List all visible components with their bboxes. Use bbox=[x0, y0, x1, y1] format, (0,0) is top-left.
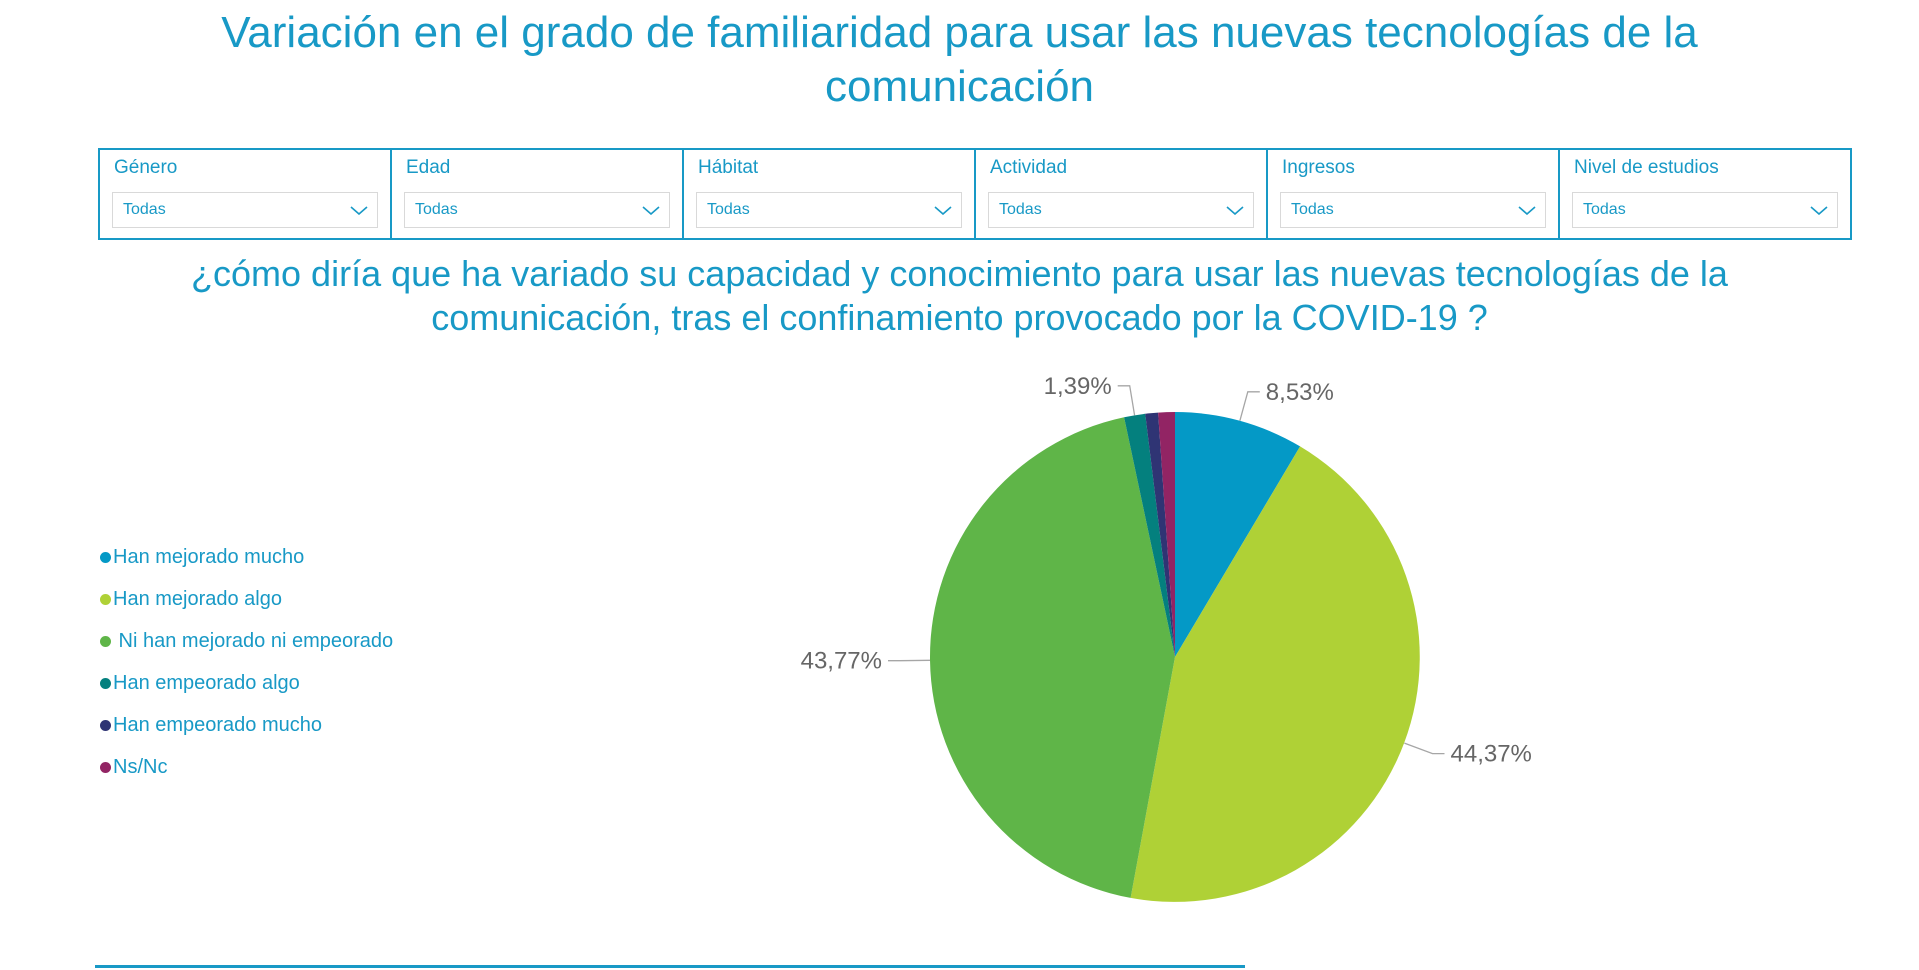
legend-item[interactable]: Han mejorado mucho bbox=[100, 536, 393, 578]
filter-label: Actividad bbox=[990, 157, 1068, 178]
legend-item[interactable]: Han empeorado algo bbox=[100, 662, 393, 704]
legend-item[interactable]: Ni han mejorado ni empeorado bbox=[100, 620, 393, 662]
filter-box: Ingresos Todas bbox=[1266, 150, 1558, 238]
pie-slice[interactable] bbox=[929, 417, 1175, 898]
filter-label: Ingresos bbox=[1282, 157, 1355, 178]
chevron-down-icon bbox=[642, 206, 660, 215]
legend-item[interactable]: Han empeorado mucho bbox=[100, 704, 393, 746]
legend-dot-icon bbox=[100, 719, 111, 731]
chevron-down-icon bbox=[1810, 206, 1828, 215]
filter-label: Hábitat bbox=[698, 157, 759, 178]
pie-leader-line bbox=[1117, 385, 1136, 416]
dropdown-value: Todas bbox=[415, 201, 458, 218]
filter-box: Actividad Todas bbox=[974, 150, 1266, 238]
legend-item-label: Ns/Nc bbox=[113, 755, 168, 778]
filter-dropdown[interactable]: Todas bbox=[1280, 192, 1546, 228]
legend-item-label: Han empeorado algo bbox=[113, 671, 300, 694]
filter-box: Edad Todas bbox=[390, 150, 682, 238]
dropdown-value: Todas bbox=[1291, 201, 1334, 218]
chevron-down-icon bbox=[1518, 206, 1536, 215]
legend-dot-icon bbox=[100, 593, 111, 605]
pie-slice[interactable] bbox=[1175, 412, 1301, 657]
pie-data-label: 43,77% bbox=[801, 648, 882, 675]
chevron-down-icon bbox=[1226, 206, 1244, 215]
filter-box: Hábitat Todas bbox=[682, 150, 974, 238]
legend-dot-icon bbox=[100, 635, 111, 647]
dropdown-value: Todas bbox=[999, 201, 1042, 218]
pie-slice[interactable] bbox=[1145, 412, 1175, 657]
page-title: Variación en el grado de familiaridad pa… bbox=[221, 8, 1698, 111]
legend-dot-icon bbox=[100, 677, 111, 689]
legend-item-label: Han empeorado mucho bbox=[113, 713, 323, 736]
pie-leader-line bbox=[1404, 742, 1445, 755]
filter-dropdown[interactable]: Todas bbox=[988, 192, 1254, 228]
legend-item[interactable]: Han mejorado algo bbox=[100, 578, 393, 620]
legend-dot-icon bbox=[100, 551, 111, 563]
legend-item-label: Ni han mejorado ni empeorado bbox=[113, 629, 394, 652]
pie-data-label: 8,53% bbox=[1266, 379, 1334, 406]
pie-data-label: 44,37% bbox=[1451, 741, 1532, 768]
filter-dropdown[interactable]: Todas bbox=[112, 192, 378, 228]
filter-bar: Género Todas Edad Todas Hábitat Todas Ac… bbox=[98, 148, 1852, 240]
filter-box: Nivel de estudios Todas bbox=[1558, 150, 1850, 238]
filter-dropdown[interactable]: Todas bbox=[1572, 192, 1838, 228]
pie-slice[interactable] bbox=[1158, 412, 1175, 657]
filter-label: Género bbox=[114, 157, 178, 178]
filter-dropdown[interactable]: Todas bbox=[404, 192, 670, 228]
filter-label: Edad bbox=[406, 157, 451, 178]
legend-item[interactable]: Ns/Nc bbox=[100, 746, 393, 788]
pie-leader-line bbox=[1239, 391, 1260, 421]
chevron-down-icon bbox=[350, 206, 368, 215]
pie-slice[interactable] bbox=[1124, 413, 1175, 657]
dropdown-value: Todas bbox=[1583, 201, 1626, 218]
legend: Han mejorado mucho Han mejorado algo Ni … bbox=[100, 536, 393, 788]
filter-dropdown[interactable]: Todas bbox=[696, 192, 962, 228]
chevron-down-icon bbox=[934, 206, 952, 215]
dropdown-value: Todas bbox=[707, 201, 750, 218]
legend-item-label: Han mejorado algo bbox=[113, 587, 282, 610]
dropdown-value: Todas bbox=[123, 201, 166, 218]
pie-data-label: 1,39% bbox=[1044, 373, 1112, 400]
legend-dot-icon bbox=[100, 761, 111, 773]
pie-slice[interactable] bbox=[1130, 446, 1420, 902]
filter-label: Nivel de estudios bbox=[1574, 157, 1719, 178]
filter-box: Género Todas bbox=[100, 150, 390, 238]
chart-question: ¿cómo diría que ha variado su capacidad … bbox=[191, 253, 1728, 338]
legend-item-label: Han mejorado mucho bbox=[113, 545, 305, 568]
bottom-divider bbox=[95, 965, 1245, 968]
